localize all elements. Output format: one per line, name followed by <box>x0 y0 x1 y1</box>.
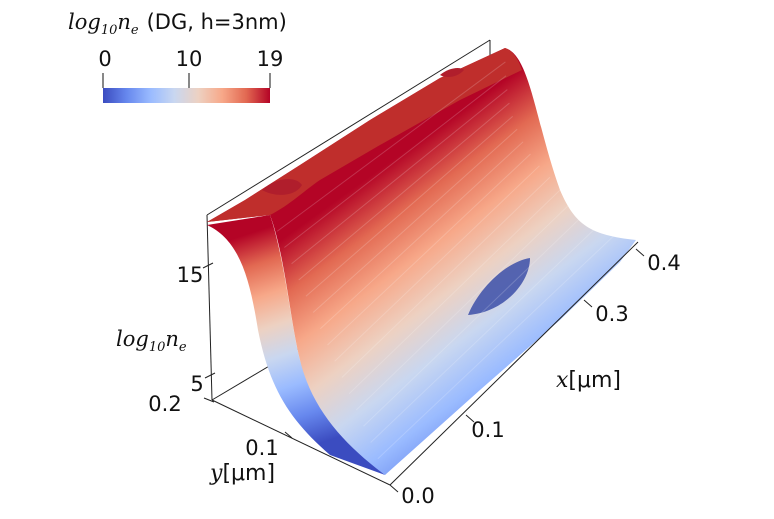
z-tick-5 <box>204 372 216 379</box>
contour-line-8 <box>327 153 531 346</box>
y-axis-line <box>211 399 391 486</box>
colorbar-tick-label-0: 0 <box>98 47 111 71</box>
y-axis-label: y[μm] <box>209 461 275 486</box>
x-axis: 0.0 0.1 0.3 0.4 x[μm] <box>389 241 681 508</box>
contour-line-13 <box>363 209 590 427</box>
y-tick-0.1 <box>284 431 293 439</box>
contour-line-14 <box>370 219 605 443</box>
surface-high-plateau <box>207 48 522 222</box>
surface-left-flank <box>207 215 385 475</box>
y-tick-0.2 <box>203 397 215 403</box>
y-axis: 0.1 0.2 y[μm] <box>148 392 293 486</box>
contour-line-11 <box>348 187 563 395</box>
contour-line-2 <box>284 75 507 248</box>
x-tick-label-0.1: 0.1 <box>471 418 504 442</box>
x-tick-0.0 <box>389 484 399 493</box>
surface-main <box>207 48 636 475</box>
x-tick-label-0.0: 0.0 <box>401 484 434 508</box>
contour-line-1 <box>276 61 506 232</box>
surface-peak-spot-1 <box>262 178 302 195</box>
contour-line-5 <box>305 115 514 297</box>
x-axis-label: x[μm] <box>556 368 621 393</box>
surface-depression <box>468 258 530 315</box>
z-tick-label-5: 5 <box>190 372 203 396</box>
z-axis: 15 5 log10ne <box>116 262 216 396</box>
contour-line-6 <box>312 128 518 313</box>
contour-line-15 <box>377 229 621 460</box>
surface-peak-spot-2 <box>440 67 464 78</box>
contour-line-7 <box>319 141 524 330</box>
z-axis-line <box>206 214 213 401</box>
surface-plot <box>207 48 636 475</box>
z-axis-label: log10ne <box>116 327 187 355</box>
x-tick-0.1 <box>465 414 475 423</box>
x-tick-label-0.4: 0.4 <box>647 251 680 275</box>
back-top-edge <box>206 39 491 216</box>
y-tick-label-0.2: 0.2 <box>148 392 181 416</box>
colorbar-bar <box>103 88 270 103</box>
x-tick-0.4 <box>635 248 645 257</box>
contour-line-4 <box>298 102 510 281</box>
x-tick-label-0.3: 0.3 <box>595 302 628 326</box>
colorbar: 0 10 19 <box>98 47 283 103</box>
y-tick-label-0.1: 0.1 <box>245 436 278 460</box>
contour-lines <box>276 61 621 460</box>
colorbar-tick-label-19: 19 <box>257 47 284 71</box>
chart-title: (DG, h=3nm) <box>147 10 287 34</box>
colorbar-title: log10ne (DG, h=3nm) <box>68 10 287 38</box>
x-axis-line <box>389 241 639 486</box>
z-tick-label-15: 15 <box>177 263 204 287</box>
colorbar-tick-label-10: 10 <box>176 47 203 71</box>
contour-line-3 <box>291 89 508 265</box>
contour-line-9 <box>334 165 540 362</box>
x-tick-0.3 <box>583 299 593 308</box>
contour-line-10 <box>341 176 551 378</box>
z-tick-15 <box>202 262 214 269</box>
contour-line-12 <box>355 198 576 411</box>
